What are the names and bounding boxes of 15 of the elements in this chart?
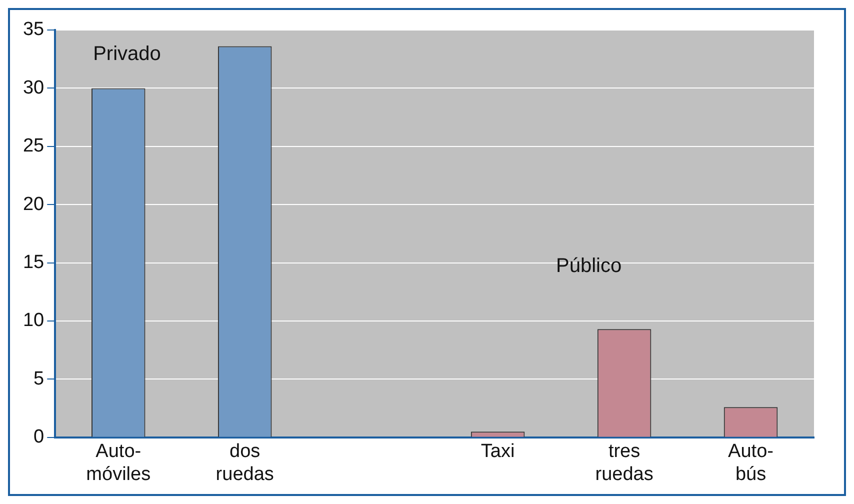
y-tick-label: 10 <box>22 310 44 332</box>
y-tick-label: 30 <box>22 77 44 98</box>
x-tick-label: dos ruedas <box>216 441 274 485</box>
y-tick-label: 0 <box>34 426 44 448</box>
x-tick-label: tres ruedas <box>595 441 654 485</box>
y-tick-label: 5 <box>34 368 44 390</box>
x-tick-label: Taxi <box>480 441 515 462</box>
y-tick-label: 20 <box>22 194 44 215</box>
annotation: Privado <box>93 42 161 65</box>
x-tick-label: Auto- móviles <box>86 441 151 485</box>
x-tick-label: Auto- bús <box>728 441 774 485</box>
y-tick-label: 25 <box>22 136 44 157</box>
y-tick-label: 15 <box>22 252 44 274</box>
annotation: Público <box>556 254 622 277</box>
y-tick-label: 35 <box>22 19 44 40</box>
